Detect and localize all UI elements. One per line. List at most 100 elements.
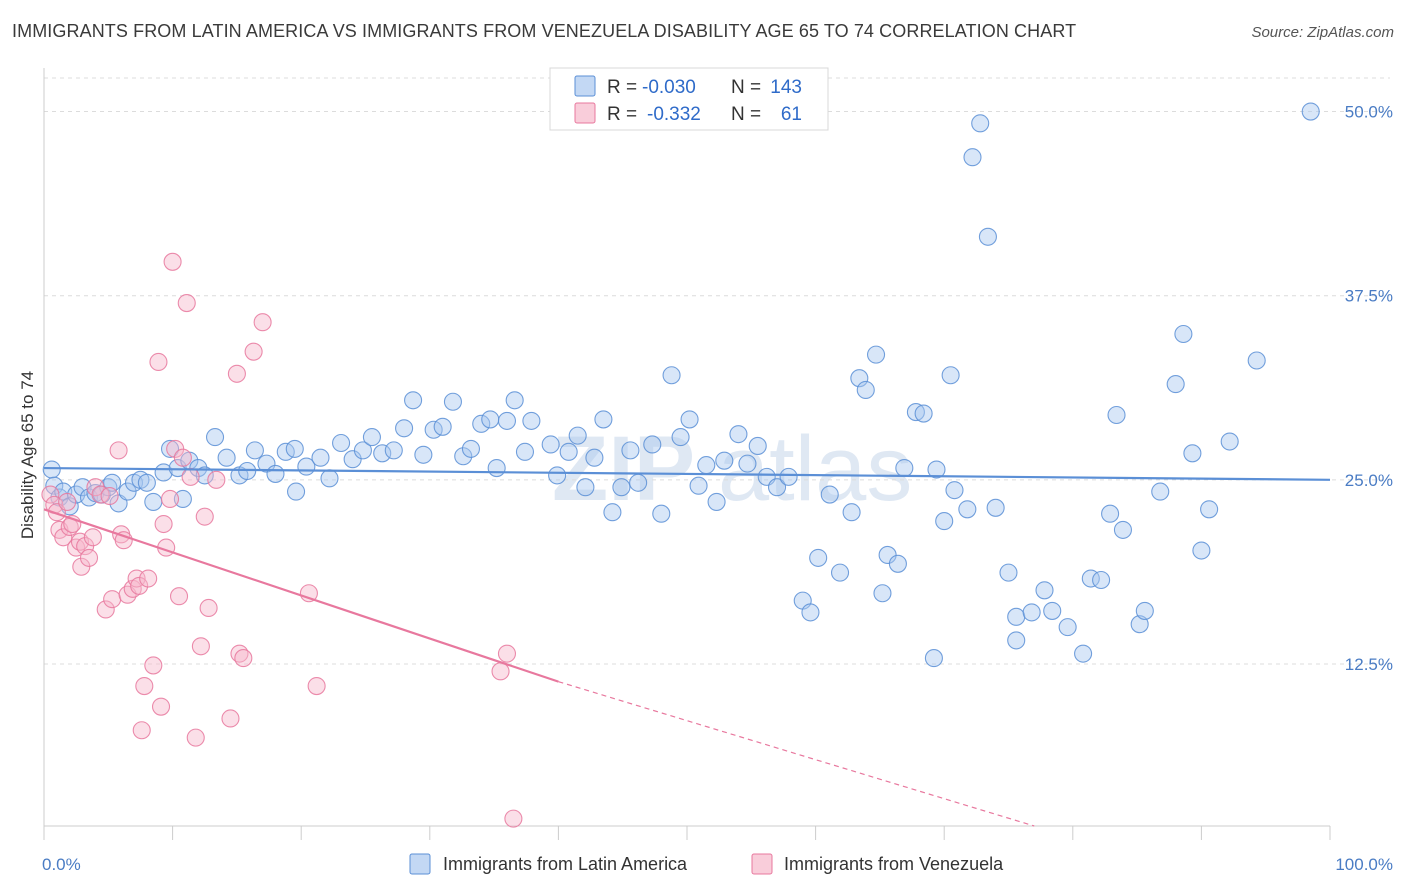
data-point xyxy=(154,514,173,534)
series-legend: Immigrants from Latin America Immigrants… xyxy=(409,853,1004,875)
data-point xyxy=(1043,601,1062,620)
legend-n-label-venezuela: N = xyxy=(731,104,761,125)
trend-line-venezuela-extension xyxy=(558,681,1035,827)
data-point xyxy=(935,512,954,531)
watermark-zip: ZIP xyxy=(552,418,695,520)
watermark-atlas: atlas xyxy=(718,418,912,520)
data-point xyxy=(1130,615,1149,634)
data-point xyxy=(461,439,481,458)
data-point xyxy=(941,366,960,385)
stats-legend-box xyxy=(549,67,829,131)
data-point xyxy=(311,448,330,467)
data-point xyxy=(58,492,77,511)
data-point xyxy=(1192,541,1211,560)
data-point xyxy=(1074,644,1093,663)
data-point xyxy=(1101,504,1120,523)
data-point xyxy=(221,709,240,728)
data-point xyxy=(139,569,158,588)
data-points xyxy=(41,102,1320,828)
data-point xyxy=(895,458,914,478)
y-tick-label: 37.5% xyxy=(1345,287,1393,306)
series-venezuela xyxy=(41,252,523,828)
data-point xyxy=(1135,601,1154,620)
data-point xyxy=(576,478,595,497)
data-point xyxy=(748,436,767,455)
data-point xyxy=(541,435,560,454)
data-point xyxy=(443,392,462,411)
data-point xyxy=(914,404,933,423)
x-tick-label: 0.0% xyxy=(42,855,81,874)
data-point xyxy=(169,587,189,606)
series-latin-america xyxy=(42,102,1320,668)
data-point xyxy=(137,473,156,492)
data-point xyxy=(54,528,73,547)
data-point xyxy=(144,656,163,675)
data-point xyxy=(1113,520,1133,539)
data-point xyxy=(207,470,226,489)
data-point xyxy=(454,447,473,466)
data-point xyxy=(1247,351,1266,370)
data-point xyxy=(103,590,122,609)
data-point xyxy=(173,489,192,509)
stats-legend: R = -0.030 N = 143 R = -0.332 N = 61 xyxy=(549,67,829,131)
data-point xyxy=(109,441,128,460)
data-point xyxy=(177,294,196,313)
data-point xyxy=(999,563,1018,582)
data-point xyxy=(96,600,115,619)
data-point xyxy=(689,476,708,495)
data-point xyxy=(257,454,276,473)
data-point xyxy=(79,548,99,567)
data-point xyxy=(559,442,578,461)
data-point xyxy=(603,503,622,522)
legend-r-label-latin-america: R = xyxy=(607,77,637,98)
legend-r-value-latin-america: -0.030 xyxy=(642,77,696,98)
data-point xyxy=(100,486,119,506)
data-point xyxy=(1220,432,1239,451)
data-point xyxy=(173,448,192,467)
data-point xyxy=(978,227,997,246)
data-point xyxy=(195,507,214,526)
data-point xyxy=(497,411,517,430)
data-point xyxy=(227,364,246,383)
data-point xyxy=(963,148,982,167)
data-point xyxy=(481,410,500,429)
x-tick-label: 100.0% xyxy=(1335,855,1393,874)
data-point xyxy=(41,485,60,504)
data-point xyxy=(958,500,977,519)
legend-n-value-latin-america: 143 xyxy=(770,77,802,98)
data-point xyxy=(42,460,61,479)
data-point xyxy=(362,428,381,447)
data-point xyxy=(332,433,351,453)
data-point xyxy=(1007,607,1026,626)
data-point xyxy=(497,644,517,663)
data-point xyxy=(373,444,392,463)
data-point xyxy=(353,441,372,460)
data-point xyxy=(643,435,662,454)
legend-n-label-latin-america: N = xyxy=(731,77,761,98)
data-point xyxy=(114,531,133,550)
legend-n-value-venezuela: 61 xyxy=(781,104,802,125)
data-point xyxy=(594,410,613,429)
y-tick-label: 50.0% xyxy=(1345,103,1393,122)
data-point xyxy=(927,460,946,479)
data-point xyxy=(830,563,850,582)
data-point xyxy=(1200,500,1219,519)
data-point xyxy=(285,439,304,458)
data-point xyxy=(504,809,523,828)
series-legend-swatch-latin-america xyxy=(409,853,431,875)
data-point xyxy=(652,504,671,523)
data-point xyxy=(1022,603,1041,622)
trend-lines xyxy=(43,466,1331,827)
data-point xyxy=(842,503,861,522)
data-point xyxy=(1092,570,1111,590)
data-point xyxy=(1183,444,1202,463)
data-point xyxy=(945,481,964,500)
data-point xyxy=(568,426,587,445)
chart-title: IMMIGRANTS FROM LATIN AMERICA VS IMMIGRA… xyxy=(12,21,1077,41)
data-point xyxy=(384,441,403,460)
data-point xyxy=(404,391,423,410)
data-point xyxy=(199,598,218,618)
trend-line-venezuela xyxy=(43,508,559,683)
data-point xyxy=(151,697,171,716)
